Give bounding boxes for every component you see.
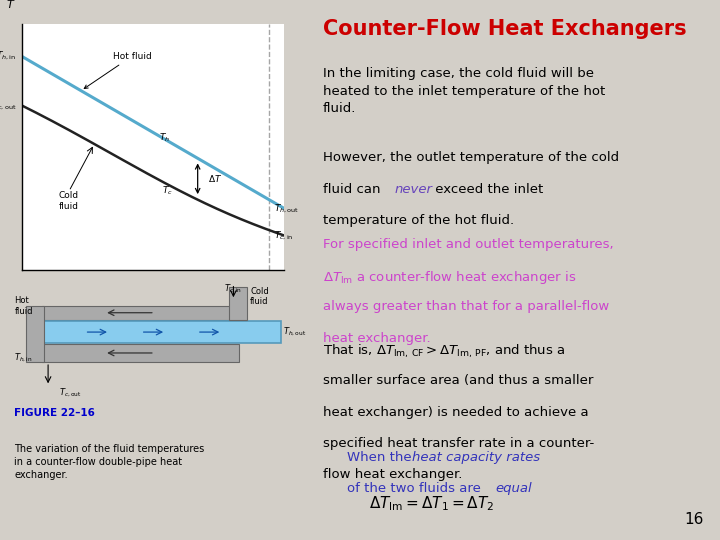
Text: That is, $\Delta T_{\mathrm{lm,\,CF}} > \Delta T_{\mathrm{lm,\,PF}}$, and thus a: That is, $\Delta T_{\mathrm{lm,\,CF}} > … [323, 343, 565, 360]
Text: In the limiting case, the cold fluid will be
heated to the inlet temperature of : In the limiting case, the cold fluid wil… [323, 68, 605, 116]
Text: of the two fluids are: of the two fluids are [347, 482, 485, 495]
Text: Counter-Flow Heat Exchangers: Counter-Flow Heat Exchangers [323, 19, 686, 39]
Text: $\Delta T$: $\Delta T$ [208, 173, 222, 184]
Text: When the: When the [347, 451, 416, 464]
Text: heat exchanger.: heat exchanger. [323, 332, 430, 345]
Text: For specified inlet and outlet temperatures,: For specified inlet and outlet temperatu… [323, 238, 613, 251]
Text: $T_{h,\mathrm{in}}$: $T_{h,\mathrm{in}}$ [0, 50, 17, 63]
Text: $T_{c,\mathrm{in}}$: $T_{c,\mathrm{in}}$ [274, 230, 294, 242]
Text: specified heat transfer rate in a counter-: specified heat transfer rate in a counte… [323, 437, 594, 450]
Bar [42, 306, 239, 320]
Text: $T_{h,\mathrm{out}}$: $T_{h,\mathrm{out}}$ [274, 202, 299, 215]
Text: $T$: $T$ [6, 0, 16, 10]
Bar [26, 306, 44, 362]
Text: $T_{c,\mathrm{in}}$: $T_{c,\mathrm{in}}$ [225, 283, 243, 295]
Text: heat exchanger) is needed to achieve a: heat exchanger) is needed to achieve a [323, 406, 588, 419]
Text: $T_{c,\mathrm{out}}$: $T_{c,\mathrm{out}}$ [59, 387, 82, 400]
Text: flow heat exchanger.: flow heat exchanger. [323, 468, 462, 481]
Text: $\Delta T_{\mathrm{lm}}$ a counter-flow heat exchanger is: $\Delta T_{\mathrm{lm}}$ a counter-flow … [323, 269, 576, 286]
Text: The variation of the fluid temperatures
in a counter-flow double-pipe heat
excha: The variation of the fluid temperatures … [14, 444, 204, 480]
Text: FIGURE 22–16: FIGURE 22–16 [14, 408, 95, 417]
Text: fluid can: fluid can [323, 183, 384, 195]
Text: $T_{h,\mathrm{out}}$: $T_{h,\mathrm{out}}$ [282, 326, 306, 338]
Text: $T_{h,\mathrm{in}}$: $T_{h,\mathrm{in}}$ [14, 352, 33, 365]
Text: $T_h$: $T_h$ [159, 131, 170, 144]
Text: Cold
fluid: Cold fluid [251, 287, 269, 306]
Text: 16: 16 [684, 511, 703, 526]
Text: temperature of the hot fluid.: temperature of the hot fluid. [323, 214, 513, 227]
Text: Hot fluid: Hot fluid [84, 52, 151, 89]
Text: always greater than that for a parallel-flow: always greater than that for a parallel-… [323, 300, 609, 313]
Text: $T_c$: $T_c$ [161, 185, 173, 198]
Text: Hot
fluid: Hot fluid [14, 296, 33, 316]
Text: smaller surface area (and thus a smaller: smaller surface area (and thus a smaller [323, 374, 593, 387]
Text: heat capacity rates: heat capacity rates [412, 451, 540, 464]
Text: exceed the inlet: exceed the inlet [431, 183, 544, 195]
Text: equal: equal [495, 482, 532, 495]
Bar [229, 287, 248, 320]
Text: $T_{c,\mathrm{out}}$: $T_{c,\mathrm{out}}$ [0, 99, 17, 112]
Bar [42, 321, 282, 343]
Text: However, the outlet temperature of the cold: However, the outlet temperature of the c… [323, 151, 618, 164]
Text: Cold
fluid: Cold fluid [59, 191, 79, 211]
Text: $\Delta T_{\mathrm{lm}} = \Delta T_1 = \Delta T_2$: $\Delta T_{\mathrm{lm}} = \Delta T_1 = \… [369, 494, 494, 513]
Bar [42, 343, 239, 362]
Text: never: never [395, 183, 433, 195]
